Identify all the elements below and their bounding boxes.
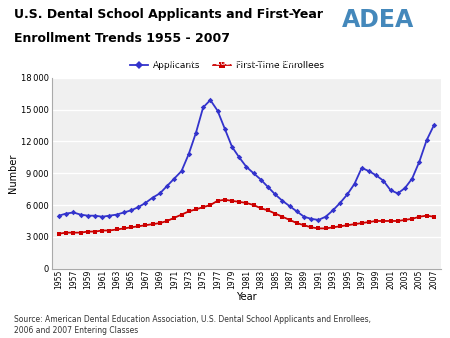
X-axis label: Year: Year xyxy=(236,292,256,302)
Text: U.S. Dental School Applicants and First-Year: U.S. Dental School Applicants and First-… xyxy=(14,8,323,21)
Legend: Applicants, First-Time Enrollees: Applicants, First-Time Enrollees xyxy=(126,57,328,74)
Text: American Dental Education Association: American Dental Education Association xyxy=(149,58,301,67)
Y-axis label: Number: Number xyxy=(8,153,18,193)
Text: Source: American Dental Education Association, U.S. Dental School Applicants and: Source: American Dental Education Associ… xyxy=(14,315,370,335)
Text: ADEA: ADEA xyxy=(342,8,414,32)
Text: Enrollment Trends 1955 - 2007: Enrollment Trends 1955 - 2007 xyxy=(14,32,230,45)
